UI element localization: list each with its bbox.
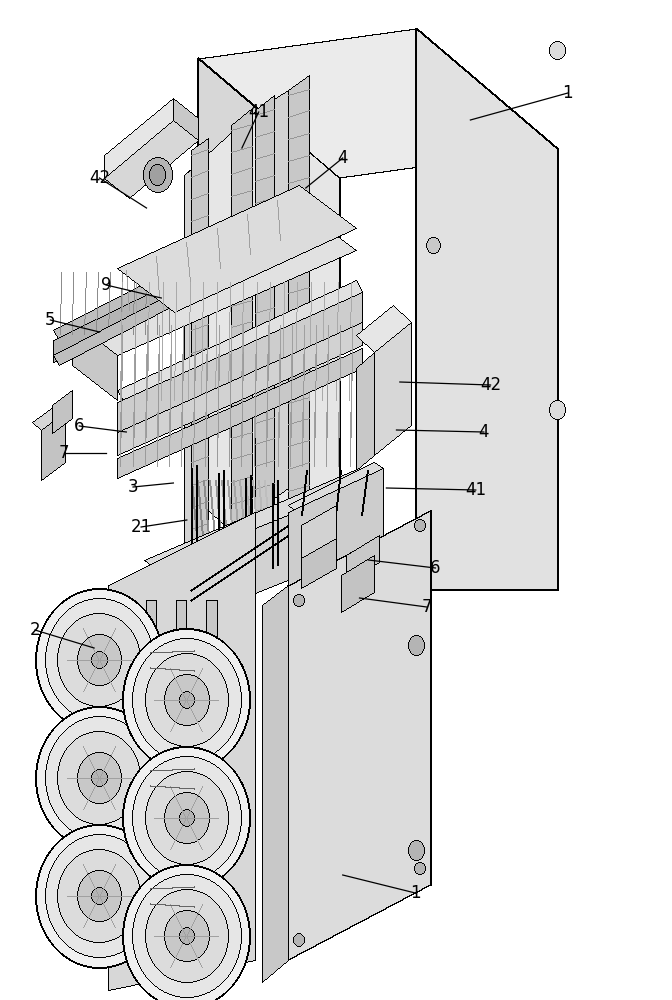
Text: 21: 21 [130, 518, 152, 536]
Text: 41: 41 [465, 481, 487, 499]
Text: 9: 9 [101, 276, 112, 294]
Text: 3: 3 [128, 478, 138, 496]
Text: 4: 4 [337, 149, 348, 167]
Text: 5: 5 [45, 311, 56, 329]
Text: 41: 41 [248, 103, 269, 121]
Text: 7: 7 [58, 444, 69, 462]
Text: 42: 42 [480, 376, 501, 394]
Text: 6: 6 [74, 417, 85, 435]
Text: 1: 1 [410, 884, 421, 902]
Text: 42: 42 [89, 169, 110, 187]
Text: 7: 7 [421, 598, 432, 616]
Text: 4: 4 [478, 423, 489, 441]
Text: 1: 1 [562, 84, 573, 102]
Text: 2: 2 [30, 621, 40, 639]
Text: 6: 6 [430, 559, 441, 577]
